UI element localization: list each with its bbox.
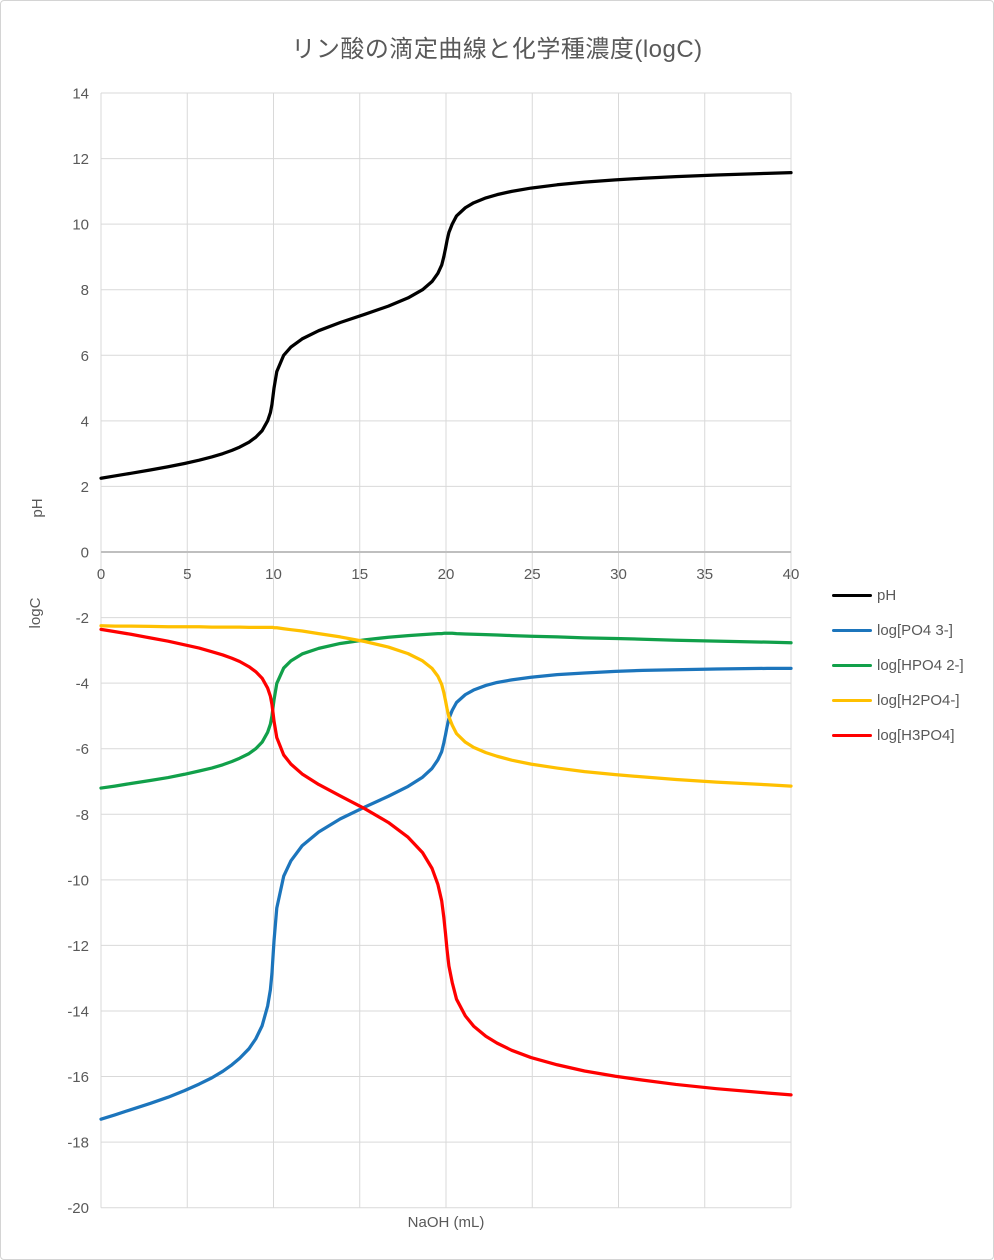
legend-label-po4: log[PO4 3-] xyxy=(877,622,953,639)
y-tick-label--6: -6 xyxy=(76,741,89,758)
legend-label-h2po4: log[H2PO4-] xyxy=(877,692,960,709)
series-line-log-hpo4-2 xyxy=(99,631,793,790)
legend-swatch-ph xyxy=(832,593,872,598)
series-line-ph xyxy=(99,171,793,480)
chart-title: リン酸の滴定曲線と化学種濃度(logC) xyxy=(291,36,703,63)
y-tick-label-10: 10 xyxy=(72,217,89,234)
x-axis-title: NaOH (mL) xyxy=(407,1214,485,1231)
y-axis-title-ph: pH xyxy=(29,498,46,518)
legend-label-hpo4: log[HPO4 2-] xyxy=(877,657,964,674)
x-tick-label-5: 5 xyxy=(183,566,191,583)
y-tick-label--8: -8 xyxy=(76,807,89,824)
legend-label-ph: pH xyxy=(877,587,897,604)
y-tick-label-8: 8 xyxy=(81,282,89,299)
series-line-log-po4-3 xyxy=(99,666,793,1121)
y-tick-label-12: 12 xyxy=(72,151,89,168)
y-tick-label-0: 0 xyxy=(81,544,89,561)
y-tick-label--2: -2 xyxy=(76,610,89,627)
legend-swatch-h3po4 xyxy=(832,733,872,738)
y-tick-label-14: 14 xyxy=(72,86,89,103)
x-tick-label-40: 40 xyxy=(783,566,800,583)
legend-item-h3po4: log[H3PO4] xyxy=(832,726,964,745)
y-tick-label--16: -16 xyxy=(67,1069,89,1086)
legend-item-ph: pH xyxy=(832,586,964,605)
y-tick-label--4: -4 xyxy=(76,676,89,693)
legend-item-h2po4: log[H2PO4-] xyxy=(832,691,964,710)
y-tick-label--18: -18 xyxy=(67,1135,89,1152)
series-line-log-h2po4 xyxy=(99,624,793,788)
legend-item-hpo4: log[HPO4 2-] xyxy=(832,656,964,675)
x-tick-label-20: 20 xyxy=(438,566,455,583)
x-tick-label-25: 25 xyxy=(524,566,541,583)
legend: pH log[PO4 3-] log[HPO4 2-] log[H2PO4-] … xyxy=(832,586,964,745)
legend-label-h3po4: log[H3PO4] xyxy=(877,727,955,744)
y-tick-label-6: 6 xyxy=(81,348,89,365)
x-tick-label-35: 35 xyxy=(696,566,713,583)
x-tick-label-0: 0 xyxy=(97,566,105,583)
x-tick-label-10: 10 xyxy=(265,566,282,583)
y-tick-label--14: -14 xyxy=(67,1003,89,1020)
y-tick-label--12: -12 xyxy=(67,938,89,955)
y-tick-label--20: -20 xyxy=(67,1200,89,1217)
legend-swatch-hpo4 xyxy=(832,663,872,668)
legend-swatch-po4 xyxy=(832,628,872,633)
x-tick-label-30: 30 xyxy=(610,566,627,583)
y-tick-label-4: 4 xyxy=(81,413,89,430)
x-tick-label-15: 15 xyxy=(351,566,368,583)
legend-swatch-h2po4 xyxy=(832,698,872,703)
y-tick-label--10: -10 xyxy=(67,872,89,889)
y-axis-title-logc: logC xyxy=(27,597,44,629)
legend-item-po4: log[PO4 3-] xyxy=(832,621,964,640)
series-line-log-h3po4 xyxy=(99,627,793,1097)
y-tick-label-2: 2 xyxy=(81,479,89,496)
